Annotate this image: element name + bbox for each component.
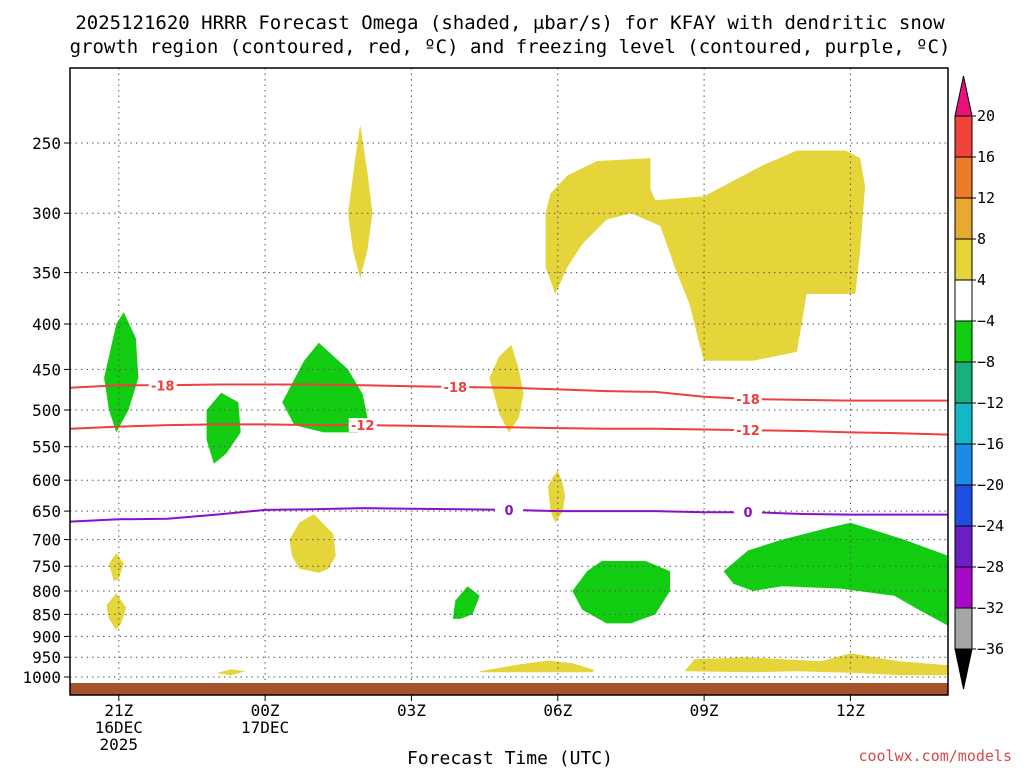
colorbar-swatch-4 — [954, 238, 973, 281]
y-tick-label-750: 750 — [32, 557, 61, 576]
dendritic-top-contour — [69, 383, 948, 402]
colorbar-swatch-9 — [954, 443, 973, 486]
y-tick-label-850: 850 — [32, 605, 61, 624]
colorbar-swatch-11 — [954, 525, 973, 568]
x-tick-label-12Z-1: 12Z — [836, 701, 865, 720]
y-tick-label-500: 500 — [32, 401, 61, 420]
colorbar-swatch-1 — [954, 115, 973, 158]
x-tick-label-09Z-1: 09Z — [690, 701, 719, 720]
rising-cell-2 — [206, 392, 241, 464]
x-tick-label-03Z-1: 03Z — [397, 701, 426, 720]
x-tick-label-06Z-1: 06Z — [543, 701, 572, 720]
dendritic-bottom-label-1: -12 — [351, 419, 375, 434]
dendritic-top-label-bg-2 — [441, 379, 470, 394]
colorbar-label-3: 12 — [977, 189, 995, 207]
sinking-cell-14 — [479, 660, 595, 673]
sinking-cell-7 — [348, 124, 373, 279]
chart-title-line-2: growth region (contoured, red, ºC) and f… — [70, 36, 951, 58]
colorbar-label-11: −24 — [977, 517, 1004, 535]
sinking-cell-12 — [109, 553, 124, 582]
freezing-level-label-bg-2 — [734, 505, 762, 520]
colorbar: 20 16 12 8 4 −4 −8 −12 −16 −20 −24 −28 −32 −36 — [954, 75, 1004, 690]
colorbar-swatch-6 — [954, 320, 973, 363]
colorbar-swatch-12 — [954, 566, 973, 609]
sinking-cell-15 — [216, 669, 246, 676]
colorbar-swatch-8 — [954, 402, 973, 445]
dendritic-bottom-label-bg-1 — [348, 418, 377, 433]
colorbar-label-14: −36 — [977, 640, 1004, 658]
y-tick-label-950: 950 — [32, 648, 61, 667]
freezing-level-label-2: 0 — [743, 506, 752, 521]
colorbar-swatch-2 — [954, 156, 973, 199]
dendritic-top-label-bg-3 — [734, 391, 762, 406]
pressure-axis: 250 300 350 400 450 500 550 600 650 700 750 800 850 9… — [22, 134, 70, 687]
sinking-cell-10 — [548, 470, 566, 523]
dendritic-bottom-contour — [69, 423, 949, 436]
x-tick-label-21Z-2: 16DEC — [95, 718, 143, 737]
dendritic-bottom-label-2: -12 — [736, 424, 760, 439]
colorbar-top-arrow — [954, 75, 973, 117]
colorbar-label-10: −20 — [977, 476, 1004, 494]
freezing-level-label-1: 0 — [504, 504, 513, 519]
colorbar-swatch-5 — [954, 279, 973, 322]
rising-cell-5 — [572, 561, 670, 624]
chart-title-line-1: 2025121620 HRRR Forecast Omega (shaded, … — [75, 12, 945, 34]
x-tick-label-21Z-3: 2025 — [100, 735, 139, 754]
dendritic-top-label-bg-1 — [148, 378, 177, 393]
sinking-cell-16 — [684, 653, 948, 676]
colorbar-label-9: −16 — [977, 435, 1004, 453]
colorbar-swatch-7 — [954, 361, 973, 404]
y-tick-label-350: 350 — [32, 264, 61, 283]
y-tick-label-250: 250 — [32, 134, 61, 153]
rising-cell-6 — [723, 522, 948, 626]
colorbar-swatch-3 — [954, 197, 973, 240]
plot-area: -18 -18 -18 -12 -12 0 0 — [69, 67, 949, 696]
dendritic-top-label-3: -18 — [736, 393, 760, 408]
x-tick-label-00Z-2: 17DEC — [241, 718, 289, 737]
colorbar-label-7: −8 — [977, 353, 995, 371]
dendritic-bottom-label-bg-2 — [734, 423, 762, 438]
colorbar-label-4: 8 — [977, 230, 986, 248]
y-tick-label-650: 650 — [32, 502, 61, 521]
colorbar-label-6: −4 — [977, 312, 995, 330]
credit-text[interactable]: coolwx.com/models — [858, 747, 1012, 765]
colorbar-label-5: 4 — [977, 271, 986, 289]
colorbar-label-1: 20 — [977, 107, 995, 125]
y-tick-label-550: 550 — [32, 438, 61, 457]
y-tick-label-800: 800 — [32, 582, 61, 601]
colorbar-swatch-13 — [954, 607, 973, 650]
x-tick-label-00Z-1: 00Z — [251, 701, 280, 720]
ground-surface — [70, 683, 948, 695]
contour-lines: -18 -18 -18 -12 -12 0 0 — [69, 378, 949, 523]
rising-cell-4 — [452, 586, 480, 619]
colorbar-label-2: 16 — [977, 148, 995, 166]
freezing-level-label-bg-1 — [495, 502, 523, 517]
y-tick-label-1000: 1000 — [22, 668, 61, 687]
colorbar-label-13: −32 — [977, 599, 1004, 617]
sinking-cell-13 — [106, 593, 127, 630]
colorbar-label-8: −12 — [977, 394, 1004, 412]
dendritic-top-label-1: -18 — [151, 379, 175, 394]
y-tick-label-300: 300 — [32, 204, 61, 223]
colorbar-label-12: −28 — [977, 558, 1004, 576]
colorbar-bottom-arrow — [954, 648, 973, 690]
x-tick-label-21Z-1: 21Z — [104, 701, 133, 720]
sinking-cell-11 — [289, 514, 336, 573]
y-tick-label-600: 600 — [32, 471, 61, 490]
sinking-cell-8 — [545, 150, 866, 361]
y-tick-label-900: 900 — [32, 627, 61, 646]
plot-frame — [69, 67, 949, 696]
dendritic-top-label-2: -18 — [444, 381, 468, 396]
rising-cell-1 — [104, 312, 139, 433]
y-tick-label-450: 450 — [32, 360, 61, 379]
y-tick-label-700: 700 — [32, 531, 61, 550]
x-axis-label: Forecast Time (UTC) — [407, 748, 613, 768]
grid-lines — [70, 68, 948, 695]
y-tick-label-400: 400 — [32, 315, 61, 334]
colorbar-swatch-10 — [954, 484, 973, 527]
